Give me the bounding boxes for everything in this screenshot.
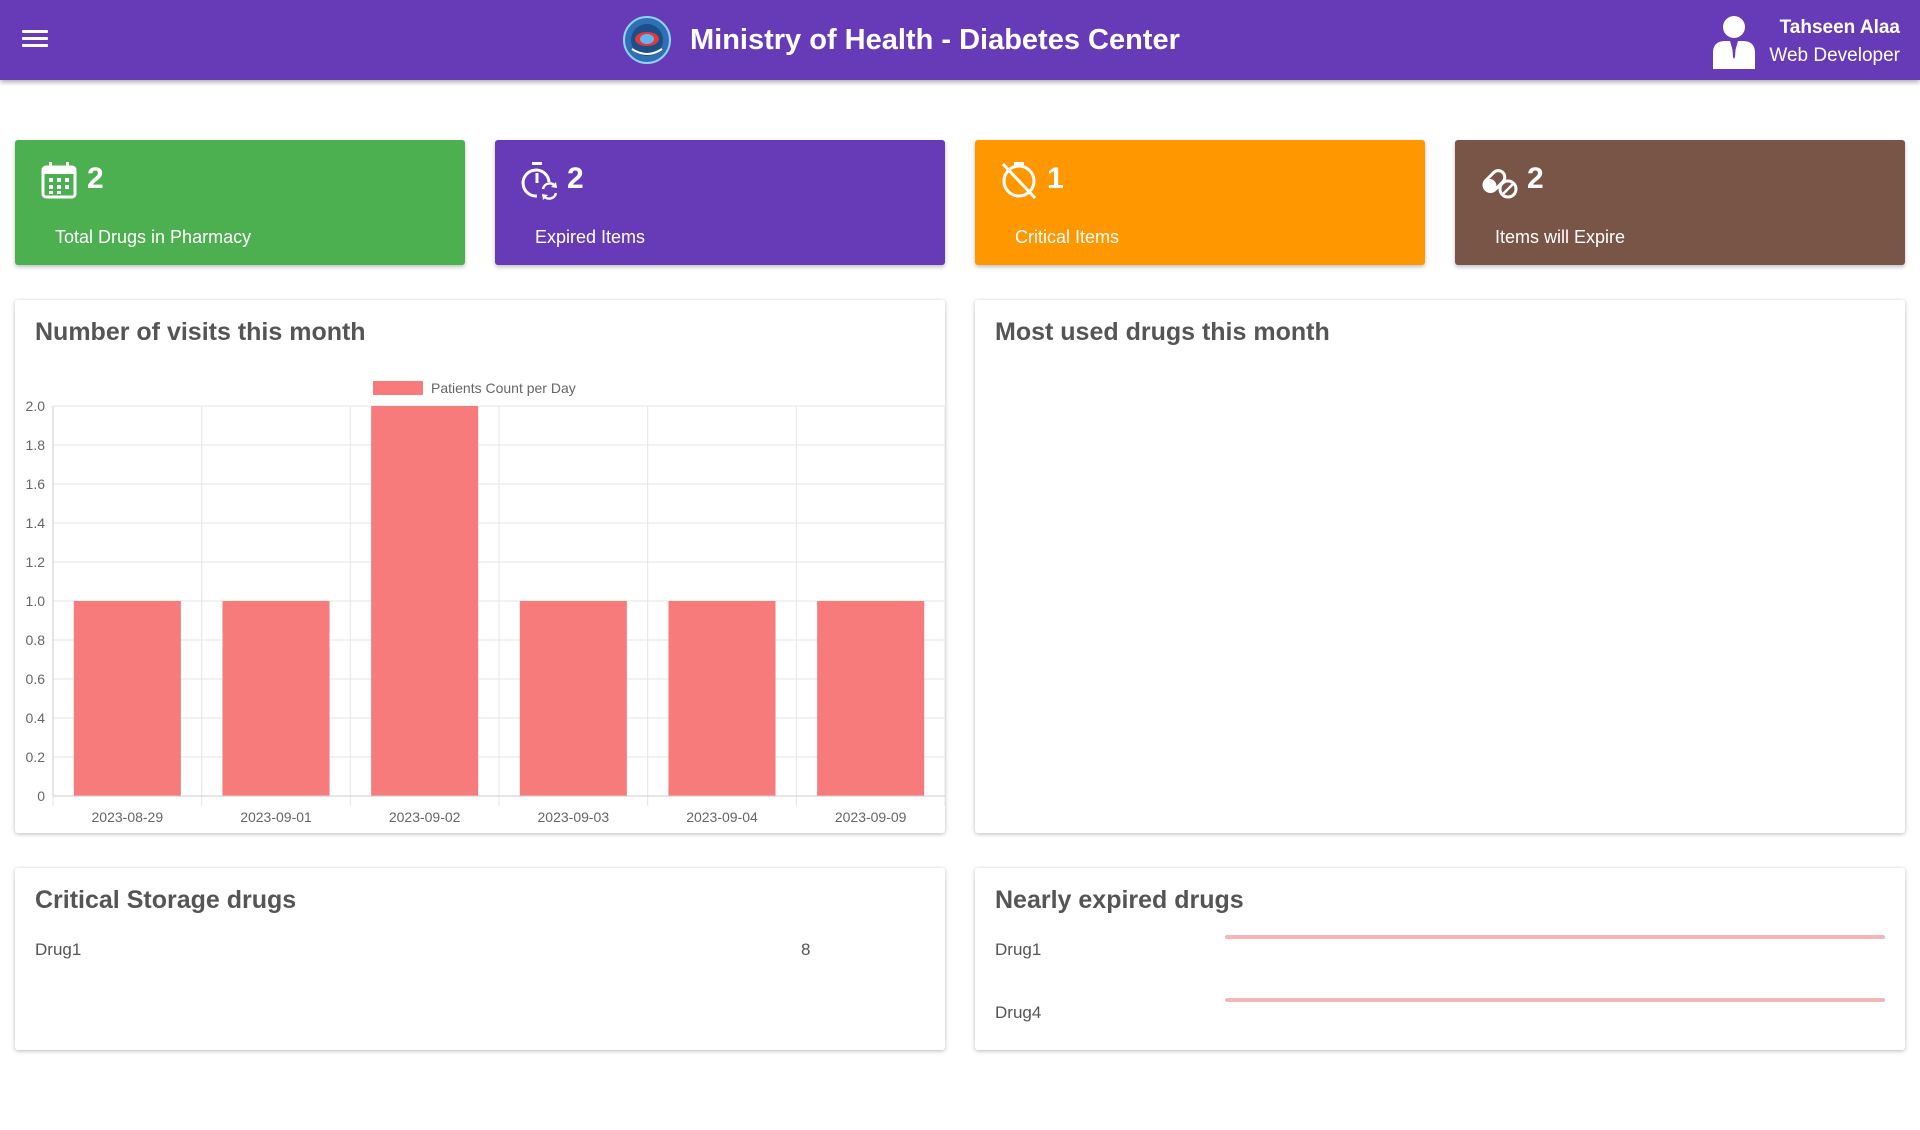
y-tick-label: 0.8 (26, 632, 46, 648)
visits-chart-panel: Number of visits this month Patients Cou… (15, 300, 945, 833)
stat-label: Total Drugs in Pharmacy (55, 227, 252, 247)
chart-bar (817, 601, 925, 796)
legend-swatch (373, 381, 423, 395)
nearly-expired-panel: Nearly expired drugs Drug1 Drug4 (975, 868, 1905, 1050)
chart-bar (222, 601, 330, 796)
panel-title: Nearly expired drugs (995, 886, 1244, 914)
user-profile[interactable]: Tahseen Alaa Web Developer (1711, 14, 1900, 70)
stat-label: Critical Items (1015, 227, 1120, 247)
stat-card-expired-items[interactable]: 2 Expired Items (495, 140, 945, 265)
app-title: Ministry of Health - Diabetes Center (690, 23, 1180, 56)
brand: Ministry of Health - Diabetes Center (622, 14, 1180, 66)
stat-card-total-drugs[interactable]: 2 Total Drugs in Pharmacy (15, 140, 465, 265)
x-tick-label: 2023-09-09 (835, 809, 907, 825)
x-tick-label: 2023-09-03 (538, 809, 610, 825)
y-tick-label: 0.6 (26, 671, 46, 687)
chart-bar (668, 601, 776, 796)
expiry-progress-bar (1225, 935, 1885, 939)
stat-value: 1 (1047, 162, 1064, 195)
stat-value: 2 (1527, 162, 1544, 195)
y-tick-label: 1.0 (26, 593, 46, 609)
timer-sync-icon (521, 162, 558, 200)
x-tick-label: 2023-09-02 (389, 809, 461, 825)
pills-icon (1482, 169, 1518, 199)
calendar-icon (41, 162, 77, 199)
chart-bar (371, 406, 479, 796)
x-tick-label: 2023-09-01 (240, 809, 312, 825)
stat-label: Items will Expire (1495, 227, 1626, 247)
timer-off-icon (1001, 162, 1037, 200)
visits-bar-chart: Patients Count per Day 0 0.2 0.4 0.6 0.8 1.0 1.… (26, 380, 945, 825)
y-tick-label: 0.4 (26, 710, 46, 726)
panel-title: Most used drugs this month (995, 318, 1330, 346)
expired-drug-name: Drug4 (995, 1003, 1042, 1022)
y-tick-label: 2.0 (26, 398, 46, 414)
expired-drug-name: Drug1 (995, 940, 1042, 959)
user-name: Tahseen Alaa (1779, 17, 1900, 38)
critical-storage-panel: Critical Storage drugs Drug1 8 (15, 868, 945, 1050)
panel-title: Critical Storage drugs (35, 886, 297, 914)
menu-icon[interactable] (20, 26, 50, 54)
user-avatar-icon (1713, 16, 1756, 69)
stat-card-critical-items[interactable]: 1 Critical Items (975, 140, 1425, 265)
y-tick-label: 0 (37, 788, 45, 804)
y-tick-label: 1.2 (26, 554, 46, 570)
chart-bar (519, 601, 627, 796)
x-tick-label: 2023-09-04 (686, 809, 758, 825)
y-tick-label: 1.4 (26, 515, 46, 531)
user-role: Web Developer (1769, 45, 1900, 66)
stat-value: 2 (87, 162, 104, 195)
panel-title: Number of visits this month (35, 318, 366, 346)
most-used-drugs-panel: Most used drugs this month (975, 300, 1905, 833)
y-tick-label: 1.8 (26, 437, 46, 453)
legend-label: Patients Count per Day (431, 380, 576, 396)
x-tick-label: 2023-08-29 (92, 809, 164, 825)
y-tick-label: 1.6 (26, 476, 46, 492)
stat-label: Expired Items (535, 227, 646, 247)
app-bar: Ministry of Health - Diabetes Center Tah… (0, 0, 1920, 80)
critical-drug-count: 8 (801, 940, 811, 959)
stat-value: 2 (567, 162, 584, 195)
y-tick-label: 0.2 (26, 749, 46, 765)
chart-bar (73, 601, 181, 796)
critical-drug-name: Drug1 (35, 940, 82, 959)
expiry-progress-bar (1225, 998, 1885, 1002)
ministry-logo-icon (623, 16, 671, 64)
stat-card-items-will-expire[interactable]: 2 Items will Expire (1455, 140, 1905, 265)
